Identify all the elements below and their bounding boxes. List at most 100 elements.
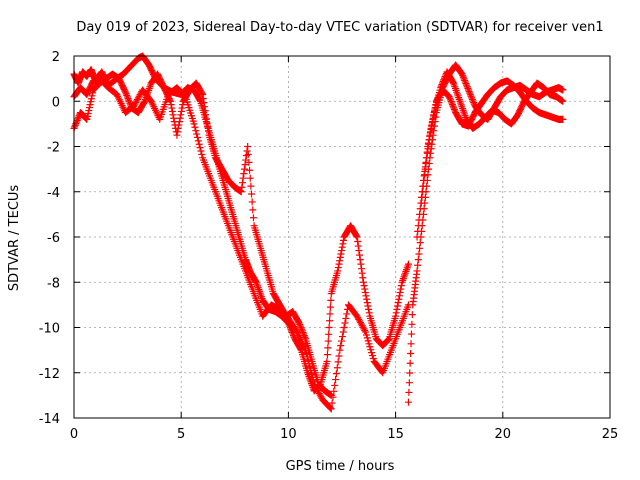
data-point [203, 119, 211, 127]
data-point [354, 242, 362, 250]
data-point [424, 143, 432, 150]
data-point [332, 376, 340, 384]
data-point [368, 349, 376, 357]
data-point [325, 330, 333, 338]
data-point [174, 124, 182, 132]
data-point [336, 253, 344, 261]
data-point [334, 267, 342, 275]
data-point [246, 174, 254, 182]
data-point [361, 285, 369, 293]
data-point [394, 299, 402, 307]
data-point [342, 314, 350, 322]
data-point [405, 388, 413, 396]
data-point [446, 94, 454, 102]
data-point [438, 81, 446, 89]
data-point [354, 238, 362, 246]
data-point [395, 292, 403, 300]
data-point [459, 72, 467, 80]
data-point [134, 94, 142, 102]
data-point [339, 240, 347, 248]
data-point [74, 115, 82, 123]
data-point [423, 148, 431, 156]
data-point [421, 165, 429, 173]
data-point [125, 96, 133, 104]
data-point [419, 182, 427, 190]
data-point [166, 97, 174, 105]
data-point [416, 239, 424, 247]
data-point [301, 333, 309, 341]
data-point [355, 247, 363, 255]
data-point [414, 227, 422, 235]
data-point [328, 399, 336, 407]
data-point [201, 107, 209, 115]
data-point [325, 324, 333, 331]
y-tick-label: -2 [47, 141, 60, 156]
data-point [176, 114, 184, 122]
data-point [413, 233, 421, 241]
data-point [179, 101, 187, 109]
data-point [414, 261, 422, 269]
data-point [331, 381, 339, 389]
data-point [439, 79, 447, 87]
data-point [133, 95, 141, 103]
data-point [414, 222, 422, 230]
data-point [202, 115, 210, 123]
data-point [324, 337, 332, 345]
data-point [317, 393, 325, 401]
data-point [244, 150, 252, 158]
y-tick-label: 0 [52, 95, 60, 110]
data-point [338, 243, 346, 251]
data-point [336, 346, 344, 354]
data-point [392, 309, 400, 317]
data-point [193, 133, 201, 141]
data-point [363, 299, 371, 307]
data-point [71, 121, 79, 129]
data-point [326, 310, 334, 318]
data-point [421, 171, 429, 179]
data-point [468, 95, 476, 103]
data-point [417, 199, 425, 207]
data-point [240, 170, 248, 178]
data-point [88, 92, 96, 100]
data-point [358, 322, 366, 330]
data-point [416, 244, 424, 252]
data-point [467, 92, 475, 100]
data-point [127, 101, 135, 109]
data-point [427, 126, 435, 134]
data-point [240, 165, 248, 173]
data-point [464, 86, 472, 94]
data-point [83, 115, 91, 123]
data-point [430, 112, 438, 120]
data-point [362, 331, 370, 339]
x-tick-label: 0 [70, 427, 78, 442]
data-point [244, 143, 252, 150]
data-point [339, 328, 347, 336]
data-point [246, 166, 254, 174]
data-point [194, 137, 202, 145]
data-point [243, 147, 251, 155]
data-point [340, 324, 348, 331]
data-point [470, 99, 478, 107]
data-point [197, 147, 205, 155]
data-point [357, 320, 365, 328]
data-point [323, 357, 331, 365]
data-point [422, 159, 430, 167]
data-point [384, 336, 392, 344]
data-point [326, 317, 334, 325]
data-point [359, 278, 367, 286]
data-point [424, 139, 432, 147]
data-point [396, 288, 404, 296]
series-track-c [70, 70, 335, 399]
data-point [192, 127, 200, 135]
data-point [352, 232, 360, 240]
data-point [414, 256, 422, 264]
data-point [87, 95, 95, 103]
data-point [308, 370, 316, 378]
data-point [356, 256, 364, 264]
data-point [449, 78, 457, 86]
data-point [363, 295, 371, 303]
data-point [415, 216, 423, 224]
